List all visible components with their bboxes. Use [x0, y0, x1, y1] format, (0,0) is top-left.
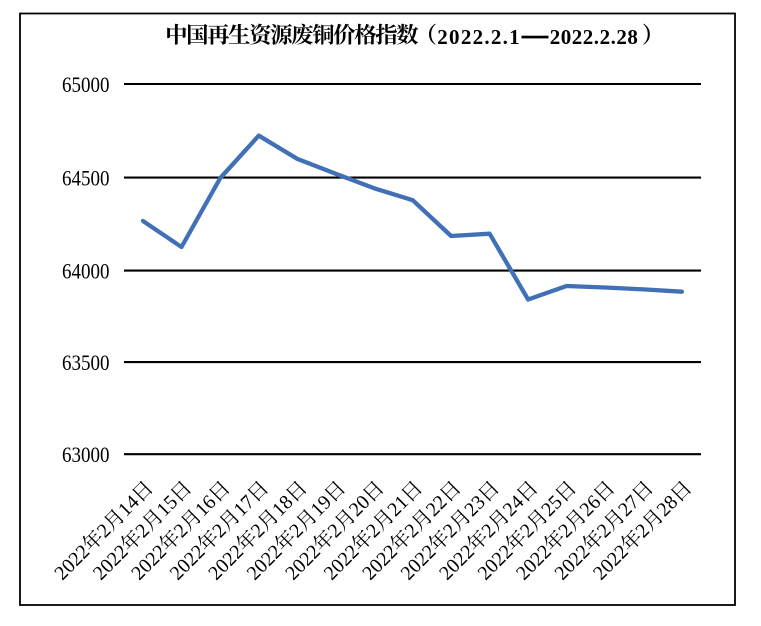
svg-text:63500: 63500 [62, 350, 110, 375]
svg-text:2022.2.1: 2022.2.1 [437, 25, 519, 49]
svg-text:64000: 64000 [62, 258, 110, 283]
svg-text:64500: 64500 [62, 165, 110, 190]
svg-text:63000: 63000 [62, 442, 110, 467]
svg-text:2022.2.28: 2022.2.28 [550, 25, 638, 49]
svg-text:65000: 65000 [62, 72, 110, 97]
